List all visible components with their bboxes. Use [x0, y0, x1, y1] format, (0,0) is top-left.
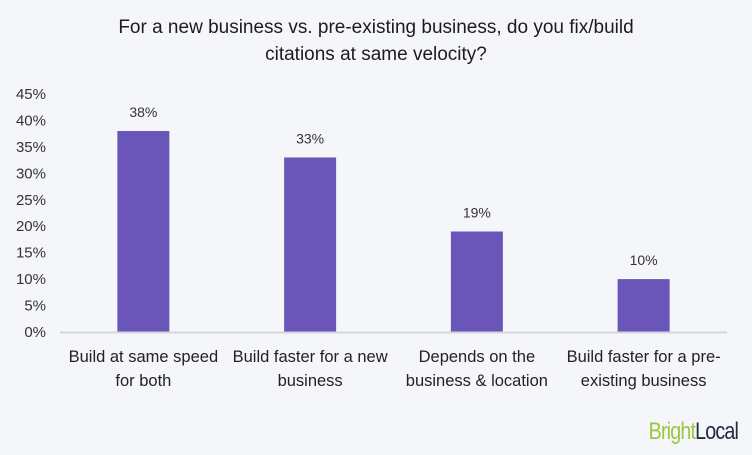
- title-line: citations at same velocity?: [265, 44, 487, 65]
- x-category-label: business & location: [406, 372, 548, 390]
- bar: [117, 131, 170, 332]
- y-tick-label: 45%: [16, 86, 46, 103]
- title-line: For a new business vs. pre-existing busi…: [118, 17, 634, 38]
- y-tick-label: 5%: [24, 298, 46, 315]
- bar: [617, 279, 670, 332]
- x-category-label: Build faster for a new: [233, 348, 388, 366]
- data-label: 19%: [463, 205, 491, 221]
- y-tick-label: 0%: [24, 324, 46, 341]
- x-category-label: Build faster for a pre-: [567, 348, 721, 366]
- data-label: 38%: [129, 104, 157, 120]
- y-tick-label: 25%: [16, 192, 46, 209]
- y-tick-label: 10%: [16, 271, 46, 288]
- y-tick-label: 15%: [16, 245, 46, 262]
- data-label: 10%: [630, 252, 658, 268]
- chart-title: For a new business vs. pre-existing busi…: [0, 14, 752, 68]
- data-label: 33%: [296, 130, 324, 146]
- x-category-label: Build at same speed: [69, 348, 219, 366]
- x-category-label: for both: [115, 372, 171, 390]
- brightlocal-logo: BrightLocal: [648, 418, 739, 445]
- bar: [450, 231, 503, 332]
- y-tick-label: 30%: [16, 165, 46, 182]
- x-category-label: business: [278, 372, 343, 390]
- x-category-label: existing business: [581, 372, 707, 390]
- y-tick-label: 40%: [16, 112, 46, 129]
- y-tick-label: 20%: [16, 218, 46, 235]
- y-tick-label: 35%: [16, 139, 46, 156]
- x-category-label: Depends on the: [419, 348, 536, 366]
- bar: [284, 157, 337, 332]
